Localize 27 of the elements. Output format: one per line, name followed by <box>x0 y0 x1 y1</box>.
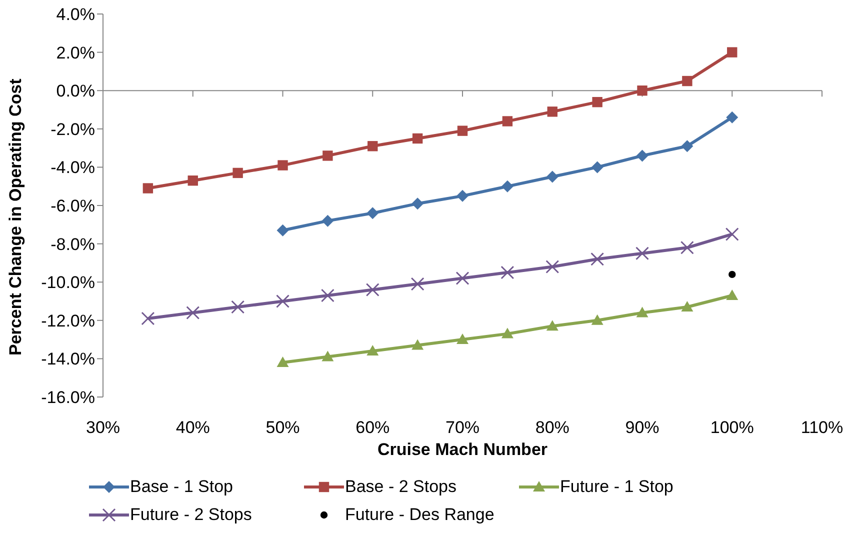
y-tick-label: -8.0% <box>50 234 95 254</box>
y-tick-label: -6.0% <box>50 196 95 216</box>
y-tick-label: -16.0% <box>41 388 95 408</box>
legend-label: Base - 1 Stop <box>130 477 234 497</box>
y-tick-label: 4.0% <box>56 5 95 24</box>
y-tick-label: -2.0% <box>50 120 95 139</box>
y-tick-label: -10.0% <box>41 273 95 292</box>
legend-label: Future - 2 Stops <box>130 505 252 525</box>
y-tick-label: -4.0% <box>50 158 95 178</box>
x-axis-title: Cruise Mach Number <box>377 440 548 459</box>
y-tick-label: -14.0% <box>41 350 95 369</box>
x-tick-label: 90% <box>625 418 660 438</box>
x-tick-label: 30% <box>86 418 120 438</box>
y-tick-label: 0.0% <box>56 82 95 101</box>
y-tick-label: 2.0% <box>56 43 95 62</box>
x-tick-label: 80% <box>535 418 570 438</box>
x-tick-label: 100% <box>710 418 754 438</box>
y-tick-label: -12.0% <box>41 311 95 330</box>
legend-label: Base - 2 Stops <box>345 477 457 497</box>
x-tick-label: 110% <box>800 418 844 438</box>
x-tick-label: 70% <box>445 418 480 438</box>
legend-label: Future - 1 Stop <box>560 477 674 497</box>
x-tick-label: 50% <box>266 418 300 438</box>
x-tick-label: 60% <box>356 418 390 438</box>
legend-label: Future - Des Range <box>345 505 494 525</box>
y-axis-title: Percent Change in Operating Cost <box>6 78 26 356</box>
x-tick-label: 40% <box>176 418 210 438</box>
